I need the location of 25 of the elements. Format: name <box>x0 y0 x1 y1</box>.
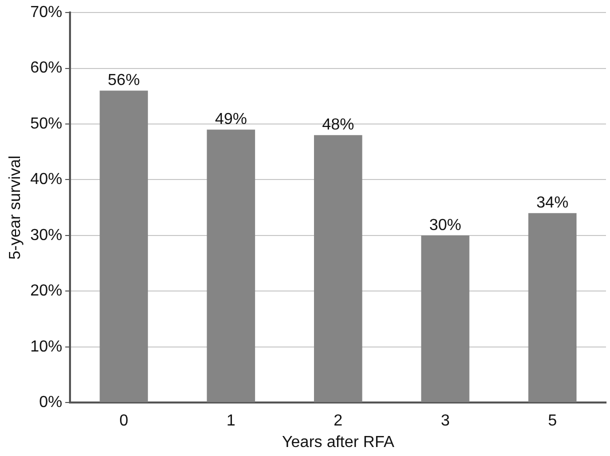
data-label: 48% <box>322 116 354 134</box>
data-label: 56% <box>108 72 140 90</box>
bar <box>528 213 577 402</box>
bar <box>100 90 148 402</box>
bar <box>421 235 470 402</box>
x-tick-label: 2 <box>334 412 343 430</box>
x-tick-label: 1 <box>226 412 236 430</box>
data-label: 30% <box>429 216 462 234</box>
x-tick-label: 5 <box>548 412 557 430</box>
bar <box>206 130 256 402</box>
y-tick-label: 70% <box>30 4 62 22</box>
y-tick-label: 60% <box>30 60 62 77</box>
y-tick-label: 50% <box>30 115 62 132</box>
x-tick-label: 3 <box>440 412 450 430</box>
x-tick-label: 0 <box>119 412 128 430</box>
data-label: 34% <box>536 194 568 212</box>
bar <box>314 135 362 402</box>
y-axis-title: 5-year survival <box>7 156 24 260</box>
data-label: 49% <box>214 111 247 128</box>
y-tick-label: 40% <box>30 171 62 188</box>
y-tick-label: 30% <box>30 226 62 244</box>
y-tick-label: 20% <box>30 282 62 300</box>
x-axis-title: Years after RFA <box>282 434 395 451</box>
y-tick-label: 0% <box>39 394 62 412</box>
y-tick-label: 10% <box>30 338 62 356</box>
